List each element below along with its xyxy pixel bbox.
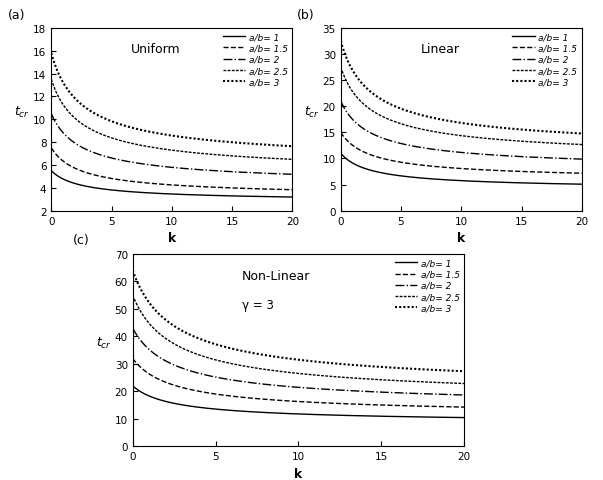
Text: (b): (b) [297,9,315,22]
Text: γ = 3: γ = 3 [242,299,274,312]
Legend: a/b= 1, a/b= 1.5, a/b= 2, a/b= 2.5, a/b= 3: a/b= 1, a/b= 1.5, a/b= 2, a/b= 2.5, a/b=… [393,257,462,314]
Text: Uniform: Uniform [131,43,180,56]
Text: (a): (a) [8,9,25,22]
X-axis label: k: k [168,231,176,244]
Legend: a/b= 1, a/b= 1.5, a/b= 2, a/b= 2.5, a/b= 3: a/b= 1, a/b= 1.5, a/b= 2, a/b= 2.5, a/b=… [221,32,290,89]
X-axis label: k: k [457,231,466,244]
Legend: a/b= 1, a/b= 1.5, a/b= 2, a/b= 2.5, a/b= 3: a/b= 1, a/b= 1.5, a/b= 2, a/b= 2.5, a/b=… [510,32,579,89]
X-axis label: k: k [294,467,303,480]
Y-axis label: $t_{cr}$: $t_{cr}$ [303,105,320,120]
Y-axis label: $t_{cr}$: $t_{cr}$ [14,105,30,120]
Text: (c): (c) [73,234,90,247]
Text: Non-Linear: Non-Linear [242,270,311,283]
Text: Linear: Linear [420,43,459,56]
Y-axis label: $t_{cr}$: $t_{cr}$ [96,336,112,350]
